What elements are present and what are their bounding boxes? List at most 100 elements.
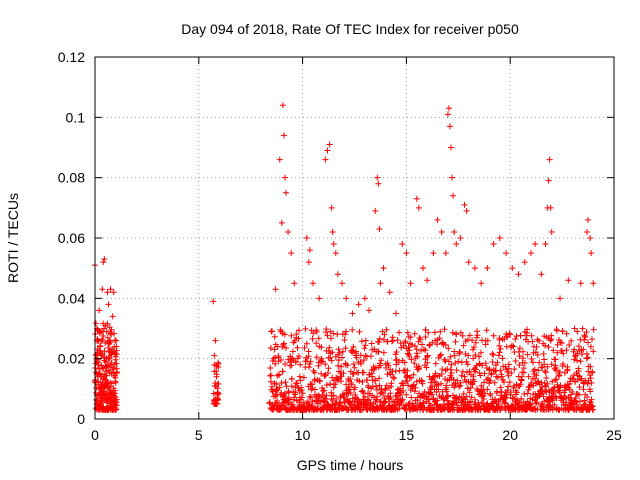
data-point [335,346,342,353]
data-point [375,348,382,355]
data-point [424,352,431,359]
data-point [104,334,111,341]
data-points [92,102,597,413]
data-point [323,326,330,333]
data-point [279,102,286,109]
data-point [292,384,299,391]
data-point [276,384,283,391]
data-point [416,334,423,341]
data-point [281,174,288,181]
data-point [411,330,418,337]
data-point [539,403,546,410]
data-point [590,348,597,355]
data-point [93,351,100,358]
data-point [107,286,114,293]
data-point [299,390,306,397]
data-point [560,350,567,357]
data-point [521,391,528,398]
data-point [531,366,538,373]
data-point [533,372,540,379]
data-point [346,398,353,405]
data-point [433,382,440,389]
data-point [356,378,363,385]
data-point [580,346,587,353]
data-point [557,383,564,390]
data-point [571,356,578,363]
data-point [508,369,515,376]
data-point [289,348,296,355]
data-point [413,195,420,202]
x-tick-label: 0 [91,427,99,443]
data-point [426,342,433,349]
data-point [335,357,342,364]
data-point [470,373,477,380]
data-point [587,235,594,241]
data-point [273,387,280,394]
data-point [330,241,337,248]
data-point [453,241,460,248]
data-point [442,250,449,257]
data-point [470,355,477,362]
data-point [553,327,560,334]
data-point [503,343,510,350]
data-point [479,400,486,407]
data-point [590,326,597,333]
data-point [361,345,368,352]
data-point [472,366,479,373]
data-point [590,406,597,413]
data-point [441,326,448,333]
data-point [424,359,431,366]
data-point [480,395,487,402]
data-point [376,225,383,232]
y-tick-label: 0.04 [58,290,85,306]
data-point [394,337,401,344]
data-point [357,352,364,359]
data-point [584,339,591,346]
data-point [448,361,455,368]
data-point [110,289,117,296]
data-point [413,378,420,385]
data-point [322,156,329,163]
data-point [380,349,387,356]
data-point [511,366,518,373]
data-point [524,351,531,358]
data-point [433,341,440,348]
data-point [466,389,473,396]
data-point [276,371,283,378]
data-point [487,390,494,397]
data-point [472,352,479,359]
data-point [313,340,320,347]
data-point [408,356,415,363]
data-point [421,388,428,395]
data-point [298,394,305,401]
data-point [347,390,354,397]
data-point [396,329,403,336]
chart-title: Day 094 of 2018, Rate Of TEC Index for r… [181,21,519,37]
data-point [306,364,313,371]
data-point [552,356,559,363]
data-point [452,381,459,388]
data-point [316,393,323,400]
data-point [516,361,523,368]
data-point [368,340,375,347]
data-point [296,373,303,380]
data-point [374,393,381,400]
data-point [468,394,475,401]
data-point [565,277,572,284]
data-point [379,328,386,335]
data-point [396,392,403,399]
data-point [471,396,478,403]
data-point [463,393,470,400]
data-point [97,342,104,349]
data-point [454,377,461,384]
data-point [408,394,415,401]
data-point [551,365,558,372]
data-point [387,390,394,397]
data-point [385,362,392,369]
data-point [329,228,336,235]
data-point [319,358,326,365]
data-point [292,391,299,398]
data-point [367,399,374,406]
data-point [530,349,537,356]
